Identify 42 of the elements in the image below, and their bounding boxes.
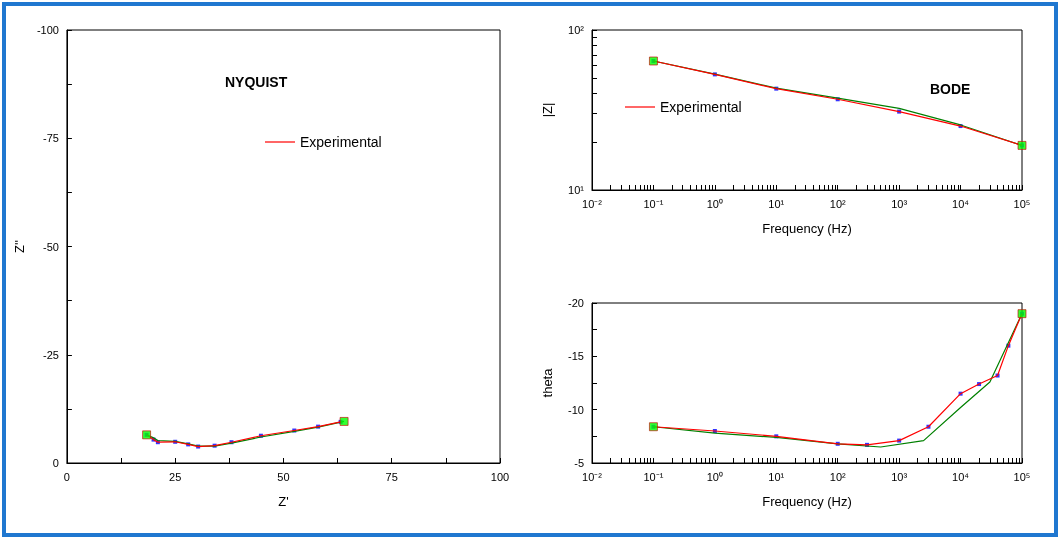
x-tick-label: 10⁰ [706, 197, 723, 210]
y-tick-label: 10² [568, 24, 585, 36]
x-axis-title: Z' [278, 494, 289, 509]
x-tick-label: 10¹ [768, 470, 785, 483]
text: BODE [930, 81, 971, 97]
x-tick-label: 0 [63, 470, 70, 483]
y-tick-label: -50 [43, 240, 59, 253]
x-tick-label: 10⁵ [1013, 470, 1031, 483]
x-tick-label: 10⁻² [582, 470, 603, 483]
y-axis-title: |Z| [540, 102, 555, 118]
x-tick-label: 75 [385, 470, 398, 483]
y-tick-label: -5 [574, 457, 584, 469]
y-tick-label: 10¹ [568, 184, 585, 196]
x-tick-label: 10⁻¹ [643, 197, 664, 210]
x-tick-label: 10⁴ [952, 197, 970, 210]
x-tick-label: 10² [829, 470, 846, 483]
x-tick-label: 10⁻² [582, 197, 603, 210]
y-tick-label: 0 [52, 457, 59, 469]
x-tick-label: 10¹ [768, 197, 785, 210]
y-tick-label: -25 [43, 348, 59, 361]
x-tick-label: 25 [169, 470, 182, 483]
y-axis-title: theta [540, 367, 555, 398]
y-tick-label: -100 [36, 24, 59, 36]
x-tick-label: 10² [829, 197, 846, 210]
x-tick-label: 10³ [891, 197, 908, 210]
legend-label: Experimental [660, 99, 742, 115]
y-tick-label: -75 [43, 132, 59, 145]
x-tick-label: 50 [277, 470, 290, 483]
y-tick-label: -15 [568, 350, 584, 363]
x-tick-label: 100 [490, 470, 510, 483]
y-tick-label: -20 [568, 297, 584, 309]
x-tick-label: 10⁴ [952, 470, 970, 483]
x-tick-label: 10⁻¹ [643, 470, 664, 483]
x-axis-title: Frequency (Hz) [762, 221, 852, 236]
y-tick-label: -10 [568, 403, 584, 416]
legend-label: Experimental [300, 134, 382, 150]
x-axis-title: Frequency (Hz) [762, 494, 852, 509]
x-tick-label: 10⁰ [706, 470, 723, 483]
text: NYQUIST [225, 74, 288, 90]
x-tick-label: 10⁵ [1013, 197, 1031, 210]
y-axis-title: Z'' [12, 240, 27, 253]
x-tick-label: 10³ [891, 470, 908, 483]
